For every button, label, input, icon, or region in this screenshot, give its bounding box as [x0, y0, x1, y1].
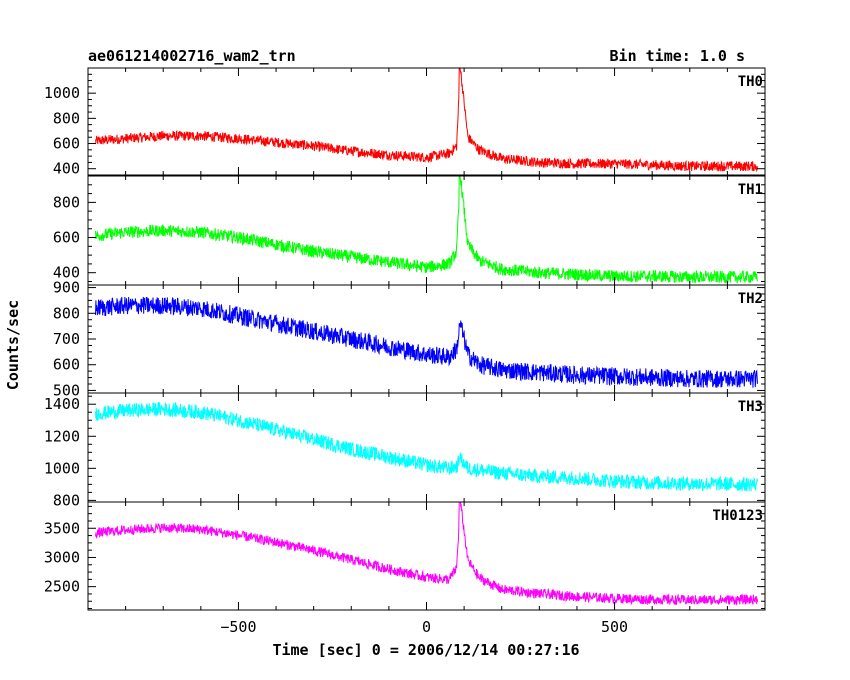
- panel-label-th3: TH3: [738, 399, 763, 415]
- y-tick-label: 600: [53, 135, 80, 153]
- panel-label-th0123: TH0123: [712, 508, 763, 524]
- y-axis-label: Counts/sec: [4, 300, 22, 390]
- series-line-th0123: [95, 502, 758, 606]
- x-tick-label: 0: [422, 618, 431, 636]
- y-tick-label: 700: [53, 330, 80, 348]
- series-line-th2: [95, 296, 758, 388]
- y-tick-label: 3500: [44, 519, 80, 537]
- series-line-th3: [95, 401, 758, 492]
- series-line-th1: [95, 176, 758, 284]
- y-tick-label: 800: [53, 304, 80, 322]
- y-tick-label: 2500: [44, 578, 80, 596]
- bin-time-label: Bin time: 1.0 s: [610, 47, 745, 65]
- y-tick-label: 800: [53, 109, 80, 127]
- y-tick-label: 800: [53, 491, 80, 509]
- y-tick-label: 600: [53, 356, 80, 374]
- panels-group: 400 600 800 1000 TH0 400 600 800 TH1 500 600 700 800…: [44, 67, 766, 636]
- y-tick-label: 400: [53, 264, 80, 282]
- y-tick-label: 600: [53, 229, 80, 247]
- series-line-th0: [95, 68, 758, 173]
- y-tick-label: 1200: [44, 427, 80, 445]
- y-tick-label: 3000: [44, 548, 80, 566]
- panel-label-th2: TH2: [738, 291, 763, 307]
- y-tick-label: 400: [53, 160, 80, 178]
- y-tick-label: 900: [53, 279, 80, 297]
- panel-label-th0: TH0: [738, 74, 763, 90]
- x-axis-label: Time [sec] 0 = 2006/12/14 00:27:16: [272, 641, 579, 659]
- y-tick-label: 500: [53, 381, 80, 399]
- chart-title: ae061214002716_wam2_trn: [88, 47, 296, 65]
- y-tick-label: 1400: [44, 395, 80, 413]
- y-tick-label: 1000: [44, 459, 80, 477]
- y-tick-label: 800: [53, 193, 80, 211]
- x-tick-label: −500: [220, 618, 256, 636]
- y-tick-label: 1000: [44, 84, 80, 102]
- x-tick-label: 500: [601, 618, 628, 636]
- panel-label-th1: TH1: [738, 182, 763, 198]
- panel-frame-th0123: [87, 501, 766, 611]
